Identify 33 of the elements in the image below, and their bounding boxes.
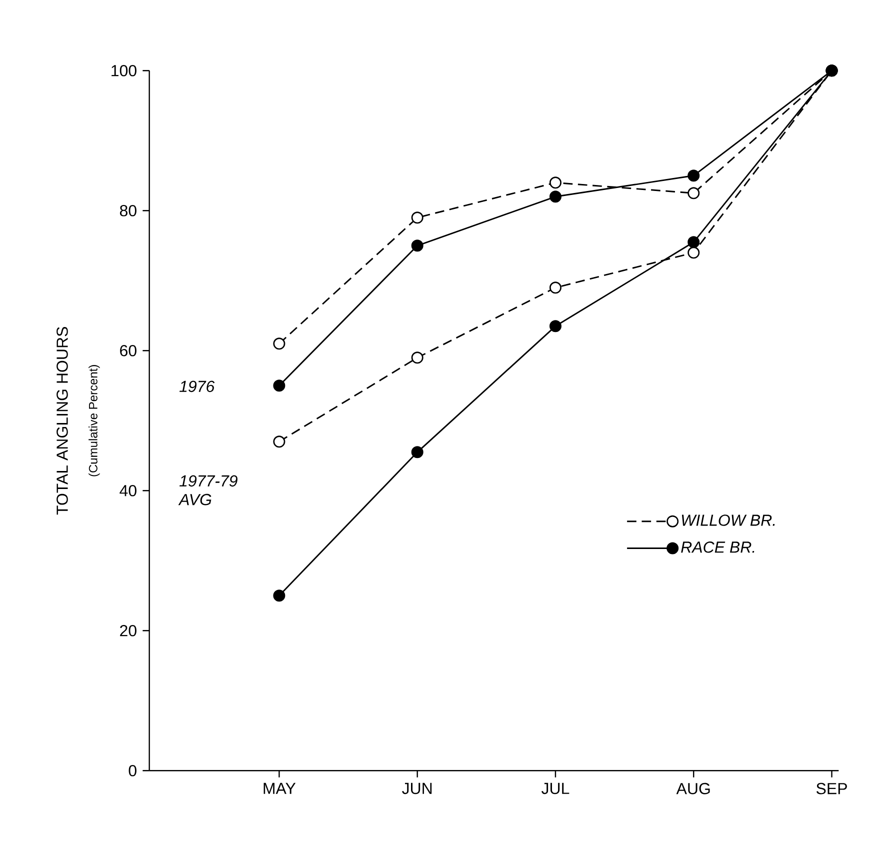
annotation: 1976 <box>179 380 215 392</box>
x-tick-label: MAY <box>264 783 296 794</box>
point <box>688 187 700 200</box>
y-tick-label: 40 <box>120 485 136 496</box>
point <box>688 236 700 248</box>
point <box>688 246 700 259</box>
x-tick-label: SEP <box>816 783 847 794</box>
point <box>549 320 562 332</box>
point <box>273 338 286 350</box>
point <box>273 380 286 392</box>
point <box>411 240 424 252</box>
y-tick-label: 80 <box>120 205 136 216</box>
y-tick-label: 20 <box>120 625 136 636</box>
x-tick-label: AUG <box>676 783 710 794</box>
point <box>411 446 424 458</box>
point <box>549 282 562 294</box>
y-axis-title: TOTAL ANGLING HOURS <box>56 327 68 515</box>
legend-label: RACE BR. <box>681 542 754 553</box>
point <box>411 212 424 224</box>
point <box>549 176 562 189</box>
text: (Cumulative Percent) <box>88 365 100 476</box>
point <box>273 436 286 448</box>
legend-label: WILLOW BR. <box>682 514 775 526</box>
y-tick-label: 100 <box>112 65 136 76</box>
point <box>688 170 700 182</box>
point <box>411 352 424 364</box>
y-tick-label: 60 <box>120 345 136 356</box>
annotation: 1977-79 AVG <box>178 475 238 506</box>
y-tick-label: 0 <box>128 765 136 776</box>
x-tick-label: JUL <box>542 783 570 794</box>
point <box>549 190 562 203</box>
point <box>273 590 286 602</box>
x-tick-label: JUN <box>402 783 432 794</box>
